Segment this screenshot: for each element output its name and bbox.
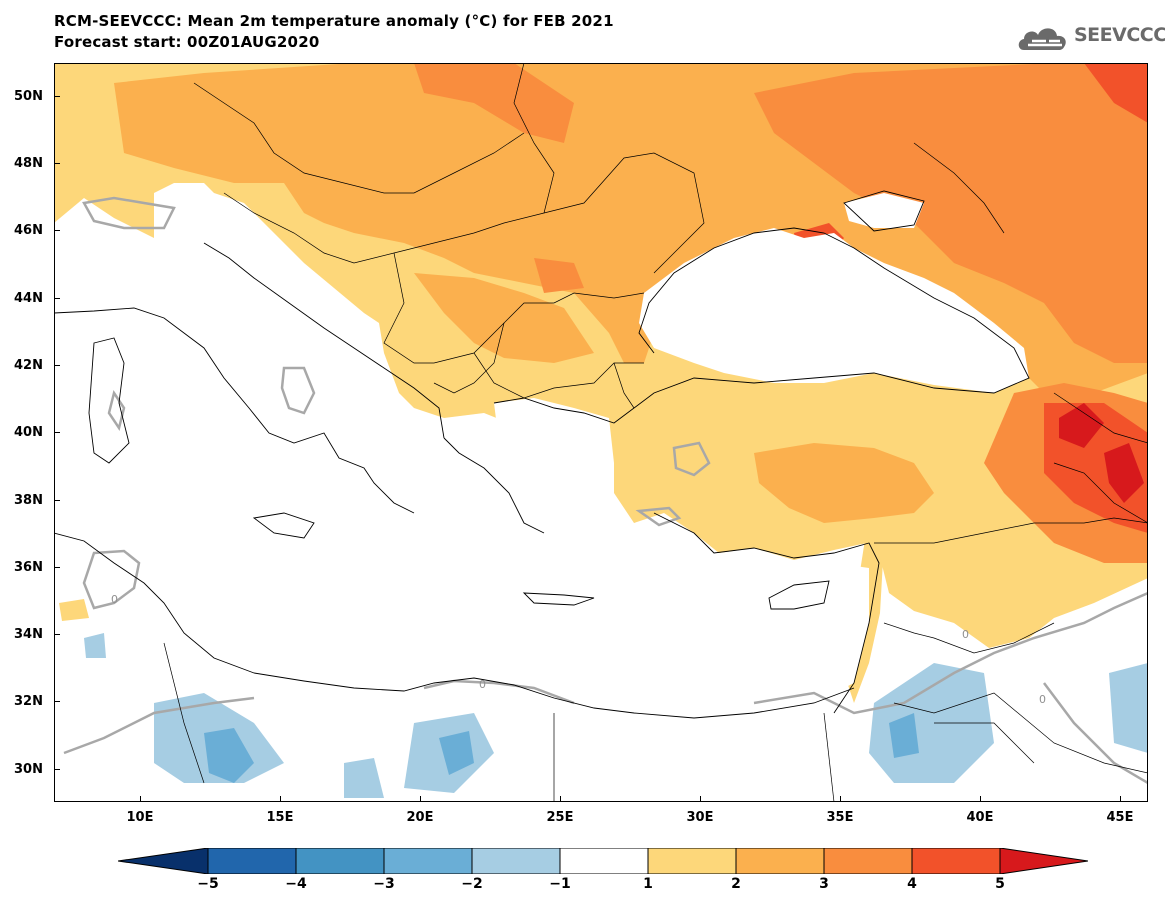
anomaly-area-gt5 bbox=[1059, 403, 1104, 448]
title-line-1: RCM-SEEVCCC: Mean 2m temperature anomaly… bbox=[54, 12, 614, 30]
colorbar-segment-lt-minus5 bbox=[118, 848, 209, 874]
anomaly-area-minus1-to-minus2-f bbox=[84, 633, 106, 658]
logo-text: SEEVCCC bbox=[1074, 24, 1165, 46]
colorbar-label: 4 bbox=[907, 876, 917, 892]
lon-label: 25E bbox=[546, 810, 574, 825]
anomaly-area-balkans bbox=[414, 273, 594, 363]
adriatic-sea bbox=[204, 243, 384, 393]
lat-label: 42N bbox=[14, 358, 43, 373]
contour-label-zero: 0 bbox=[962, 628, 969, 641]
colorbar-label: 2 bbox=[731, 876, 741, 892]
anomaly-area-minus1-to-minus2-c bbox=[344, 758, 384, 798]
lat-tick bbox=[54, 163, 60, 164]
contour-label-zero: 0 bbox=[479, 678, 486, 691]
black-sea bbox=[639, 228, 1029, 393]
anomaly-area-minus2-to-minus3-b bbox=[439, 731, 474, 775]
anomaly-area-gt5-b bbox=[1104, 443, 1144, 503]
lon-label: 35E bbox=[826, 810, 854, 825]
lat-label: 38N bbox=[14, 493, 43, 508]
contour-label-zero: 0 bbox=[111, 593, 118, 606]
lon-tick bbox=[140, 796, 141, 802]
lat-label: 48N bbox=[14, 156, 43, 171]
colorbar-label: −1 bbox=[549, 876, 571, 892]
map-title: RCM-SEEVCCC: Mean 2m temperature anomaly… bbox=[54, 11, 614, 53]
lat-tick bbox=[54, 432, 60, 433]
colorbar-segment-minus5-minus4 bbox=[207, 848, 297, 874]
colorbar-label: −4 bbox=[285, 876, 307, 892]
lat-label: 44N bbox=[14, 291, 43, 306]
anomaly-area-3to4 bbox=[754, 63, 1148, 363]
lat-tick bbox=[54, 365, 60, 366]
lat-tick bbox=[54, 96, 60, 97]
colorbar-label: −3 bbox=[373, 876, 395, 892]
colorbar-label: 3 bbox=[819, 876, 829, 892]
anomaly-area-turkey bbox=[754, 443, 934, 523]
colorbar-segment-minus4-minus3 bbox=[295, 848, 385, 874]
seevccc-logo: SEEVCCC bbox=[1016, 20, 1165, 56]
colorbar-segment-2-3 bbox=[735, 848, 825, 874]
lon-tick bbox=[560, 796, 561, 802]
lat-label: 46N bbox=[14, 223, 43, 238]
lat-tick bbox=[54, 701, 60, 702]
lon-tick bbox=[980, 796, 981, 802]
lat-tick bbox=[54, 500, 60, 501]
lat-label: 34N bbox=[14, 627, 43, 642]
lon-label: 20E bbox=[406, 810, 434, 825]
colorbar-segment-4-5 bbox=[911, 848, 1001, 874]
lon-label: 40E bbox=[966, 810, 994, 825]
lat-label: 30N bbox=[14, 762, 43, 777]
title-line-2: Forecast start: 00Z01AUG2020 bbox=[54, 33, 320, 51]
anomaly-area-3to4-d bbox=[534, 258, 584, 293]
colorbar-segment-1-2 bbox=[647, 848, 737, 874]
anomaly-area-3to4-b bbox=[414, 63, 574, 143]
colorbar bbox=[118, 848, 1088, 874]
lat-label: 36N bbox=[14, 560, 43, 575]
lon-label: 30E bbox=[686, 810, 714, 825]
colorbar-label: −2 bbox=[461, 876, 483, 892]
coastlines bbox=[54, 190, 1030, 719]
cloud-logo-icon bbox=[1018, 28, 1066, 50]
colorbar-segment-gt5 bbox=[999, 848, 1088, 874]
lon-tick bbox=[280, 796, 281, 802]
lon-tick bbox=[700, 796, 701, 802]
lat-tick bbox=[54, 230, 60, 231]
anomaly-area-minus1-to-minus2-e bbox=[1109, 663, 1148, 753]
lon-tick bbox=[420, 796, 421, 802]
lat-label: 40N bbox=[14, 425, 43, 440]
aegean-sea bbox=[494, 398, 614, 523]
zero-contours bbox=[63, 196, 1148, 785]
colorbar-segment-minus2-minus1 bbox=[471, 848, 561, 874]
anomaly-area-minus2-to-minus3-c bbox=[889, 713, 919, 758]
contour-label-zero: 0 bbox=[1039, 693, 1046, 706]
country-borders bbox=[163, 63, 1148, 802]
colorbar-label: 1 bbox=[643, 876, 653, 892]
mediterranean-sea bbox=[54, 313, 869, 723]
lat-tick bbox=[54, 567, 60, 568]
anomaly-area-4to5-ne bbox=[1084, 63, 1148, 123]
anomaly-area-tunisia bbox=[59, 599, 89, 621]
sea-of-azov bbox=[844, 193, 924, 228]
lon-label: 45E bbox=[1106, 810, 1134, 825]
lat-label: 50N bbox=[14, 89, 43, 104]
lat-tick bbox=[54, 769, 60, 770]
colorbar-segment-3-4 bbox=[823, 848, 913, 874]
map-panel: 0 0 0 0 bbox=[54, 63, 1148, 802]
lat-label: 32N bbox=[14, 694, 43, 709]
lon-label: 10E bbox=[126, 810, 154, 825]
lon-tick bbox=[840, 796, 841, 802]
lon-label: 15E bbox=[266, 810, 294, 825]
colorbar-segment-minus3-minus2 bbox=[383, 848, 473, 874]
anomaly-map: 0 0 0 0 bbox=[54, 63, 1148, 802]
anomaly-area-minus2-to-minus3 bbox=[204, 728, 254, 783]
lat-tick bbox=[54, 634, 60, 635]
lat-tick bbox=[54, 298, 60, 299]
colorbar-label: −5 bbox=[197, 876, 219, 892]
colorbar-label: 5 bbox=[995, 876, 1005, 892]
colorbar-segment-minus1-1 bbox=[559, 848, 649, 874]
lon-tick bbox=[1120, 796, 1121, 802]
